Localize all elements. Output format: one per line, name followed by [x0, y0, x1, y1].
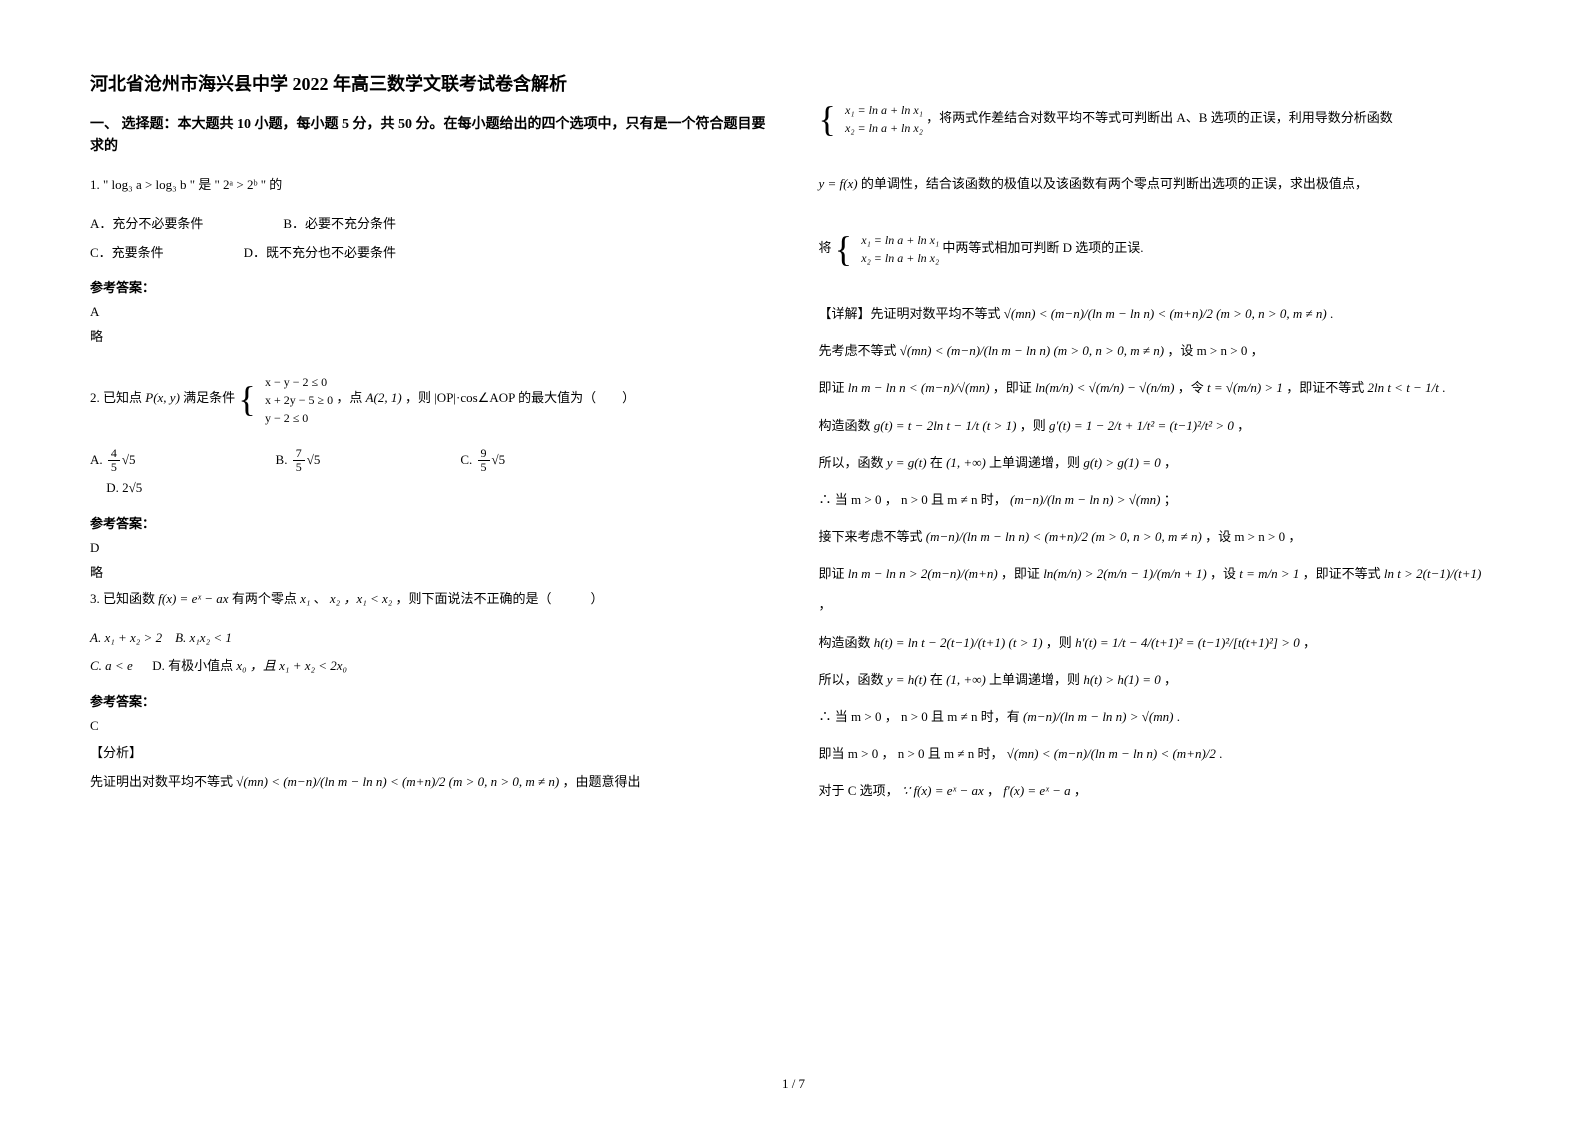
q1-optA: A．充分不必要条件 [90, 210, 203, 239]
q1-optC: C．充要条件 [90, 239, 164, 268]
q1-num: 1. [90, 177, 100, 192]
problem-1: 1. " log₃ a > log₃ b " 是 " 2ᵃ > 2ᵇ " 的 [90, 173, 769, 198]
c2-l14: ∴ 当 m > 0 ， n > 0 且 m ≠ n 时，有 (m−n)/(ln … [819, 701, 1498, 732]
q3-options: A. x₁ + x₂ > 2 B. x₁x₂ < 1 C. a < e D. 有… [90, 624, 769, 681]
brace-icon: { [238, 379, 255, 419]
q2-stem-mid2: ，点 [336, 391, 362, 406]
brace-icon: { [835, 229, 852, 269]
q3-stem-mid: 有两个零点 [232, 591, 297, 606]
q2-num: 2. [90, 391, 100, 406]
q3-ans: C [90, 718, 769, 734]
q1-stem: " log₃ a > log₃ b " 是 " 2ᵃ > 2ᵇ " 的 [103, 173, 282, 198]
c2-l7: 构造函数 g(t) = t − 2ln t − 1/t (t > 1) ，则 g… [819, 410, 1498, 441]
c2-l3: 将 { x₁ = ln a + ln x₁ x₂ = ln a + ln x₂ … [819, 206, 1498, 292]
q3-stem-post: ，则下面说法不正确的是（ ） [396, 591, 604, 606]
q2-ans-label: 参考答案： [90, 513, 769, 532]
problem-3: 3. 已知函数 f(x) = eˣ − ax 有两个零点 x₁ 、 x₂ ，x₁… [90, 587, 769, 612]
q1-brief: 略 [90, 326, 769, 345]
c2-l5: 先考虑不等式 √(mn) < (m−n)/(ln m − ln n) (m > … [819, 335, 1498, 366]
c2-l8: 所以，函数 y = g(t) 在 (1, +∞) 上单调递增，则 g(t) > … [819, 447, 1498, 478]
c2-l4: 【详解】先证明对数平均不等式 √(mn) < (m−n)/(ln m − ln … [819, 298, 1498, 329]
q1-ans: A [90, 304, 769, 320]
q2-optC: C. 95√5 [460, 446, 505, 475]
c2-l1: { x₁ = ln a + ln x₁ x₂ = ln a + ln x₂ ，将… [819, 76, 1498, 162]
q3-ans-label: 参考答案： [90, 691, 769, 710]
q3-num: 3. [90, 591, 100, 606]
q2-conditions: x − y − 2 ≤ 0 x + 2y − 5 ≥ 0 y − 2 ≤ 0 [259, 373, 333, 427]
q2-cond2: x + 2y − 5 ≥ 0 [265, 393, 333, 407]
problem-2: 2. 已知点 P(x, y) 满足条件 { x − y − 2 ≤ 0 x + … [90, 365, 769, 433]
q3-optB: B. x₁x₂ < 1 [175, 630, 232, 645]
q1-optD: D．既不充分也不必要条件 [244, 239, 396, 268]
q2-optA: A. 45√5 [90, 446, 136, 475]
page-number: 1 / 7 [0, 1076, 1587, 1092]
q1-ans-label: 参考答案： [90, 277, 769, 296]
q2-stem-mid: 满足条件 [183, 391, 235, 406]
q2-pxy: P(x, y) [145, 391, 180, 406]
c2-l15: 即当 m > 0 ， n > 0 且 m ≠ n 时， √(mn) < (m−n… [819, 738, 1498, 769]
q1-optB: B．必要不充分条件 [283, 210, 396, 239]
q1-options: A．充分不必要条件 B．必要不充分条件 C．充要条件 D．既不充分也不必要条件 [90, 210, 769, 267]
q2-cond3: y − 2 ≤ 0 [265, 411, 308, 425]
c2-l11: 即证 ln m − ln n > 2(m−n)/(m+n) ，即证 ln(m/n… [819, 558, 1498, 620]
q2-options: A. 45√5 B. 75√5 C. 95√5 D. 2√5 [90, 446, 769, 503]
brace-icon: { [819, 99, 836, 139]
q3-cmp: ，x₁ < x₂ [343, 591, 392, 606]
q3-analysis: 【分析】 [90, 742, 769, 761]
q3-x2: x₂ [330, 591, 340, 606]
q2-A: A(2, 1) [366, 391, 402, 406]
c2-l16: 对于 C 选项， ∵ f(x) = eˣ − ax ， f′(x) = eˣ −… [819, 775, 1498, 806]
c2-l12: 构造函数 h(t) = ln t − 2(t−1)/(t+1) (t > 1) … [819, 627, 1498, 658]
q3-sep: 、 [314, 591, 327, 606]
section-1-head: 一、 选择题：本大题共 10 小题，每小题 5 分，共 50 分。在每小题给出的… [90, 114, 769, 159]
left-column: 河北省沧州市海兴县中学 2022 年高三数学文联考试卷含解析 一、 选择题：本大… [90, 70, 769, 813]
c2-l6: 即证 ln m − ln n < (m−n)/√(mn) ，即证 ln(m/n)… [819, 372, 1498, 403]
q3-optC: C. a < e [90, 658, 133, 673]
q3-fx: f(x) = eˣ − ax [158, 591, 228, 606]
c2-l2: y = f(x) 的单调性，结合该函数的极值以及该函数有两个零点可判断出选项的正… [819, 168, 1498, 199]
c2-l10: 接下来考虑不等式 (m−n)/(ln m − ln n) < (m+n)/2 (… [819, 521, 1498, 552]
q2-stem-pre: 已知点 [103, 391, 142, 406]
q3-optD: D. 有极小值点 x₀ ，且 x₁ + x₂ < 2x₀ [152, 658, 347, 673]
q2-ans: D [90, 540, 769, 556]
right-column: { x₁ = ln a + ln x₁ x₂ = ln a + ln x₂ ，将… [819, 70, 1498, 813]
c2-l13: 所以，函数 y = h(t) 在 (1, +∞) 上单调递增，则 h(t) > … [819, 664, 1498, 695]
q3-x1: x₁ [300, 591, 310, 606]
q2-optD: D. 2√5 [106, 480, 142, 495]
q3-stem-pre: 已知函数 [103, 591, 155, 606]
q2-optB: B. 75√5 [276, 446, 321, 475]
c2-l9: ∴ 当 m > 0 ， n > 0 且 m ≠ n 时， (m−n)/(ln m… [819, 484, 1498, 515]
q3-optA: A. x₁ + x₂ > 2 [90, 630, 162, 645]
doc-title: 河北省沧州市海兴县中学 2022 年高三数学文联考试卷含解析 [90, 70, 769, 96]
q2-cond1: x − y − 2 ≤ 0 [265, 375, 327, 389]
q2-brief: 略 [90, 562, 769, 581]
q3-line1: 先证明出对数平均不等式 √(mn) < (m−n)/(ln m − ln n) … [90, 769, 769, 795]
q2-stem-post: ，则 |OP|·cos∠AOP 的最大值为（ ） [405, 391, 635, 406]
